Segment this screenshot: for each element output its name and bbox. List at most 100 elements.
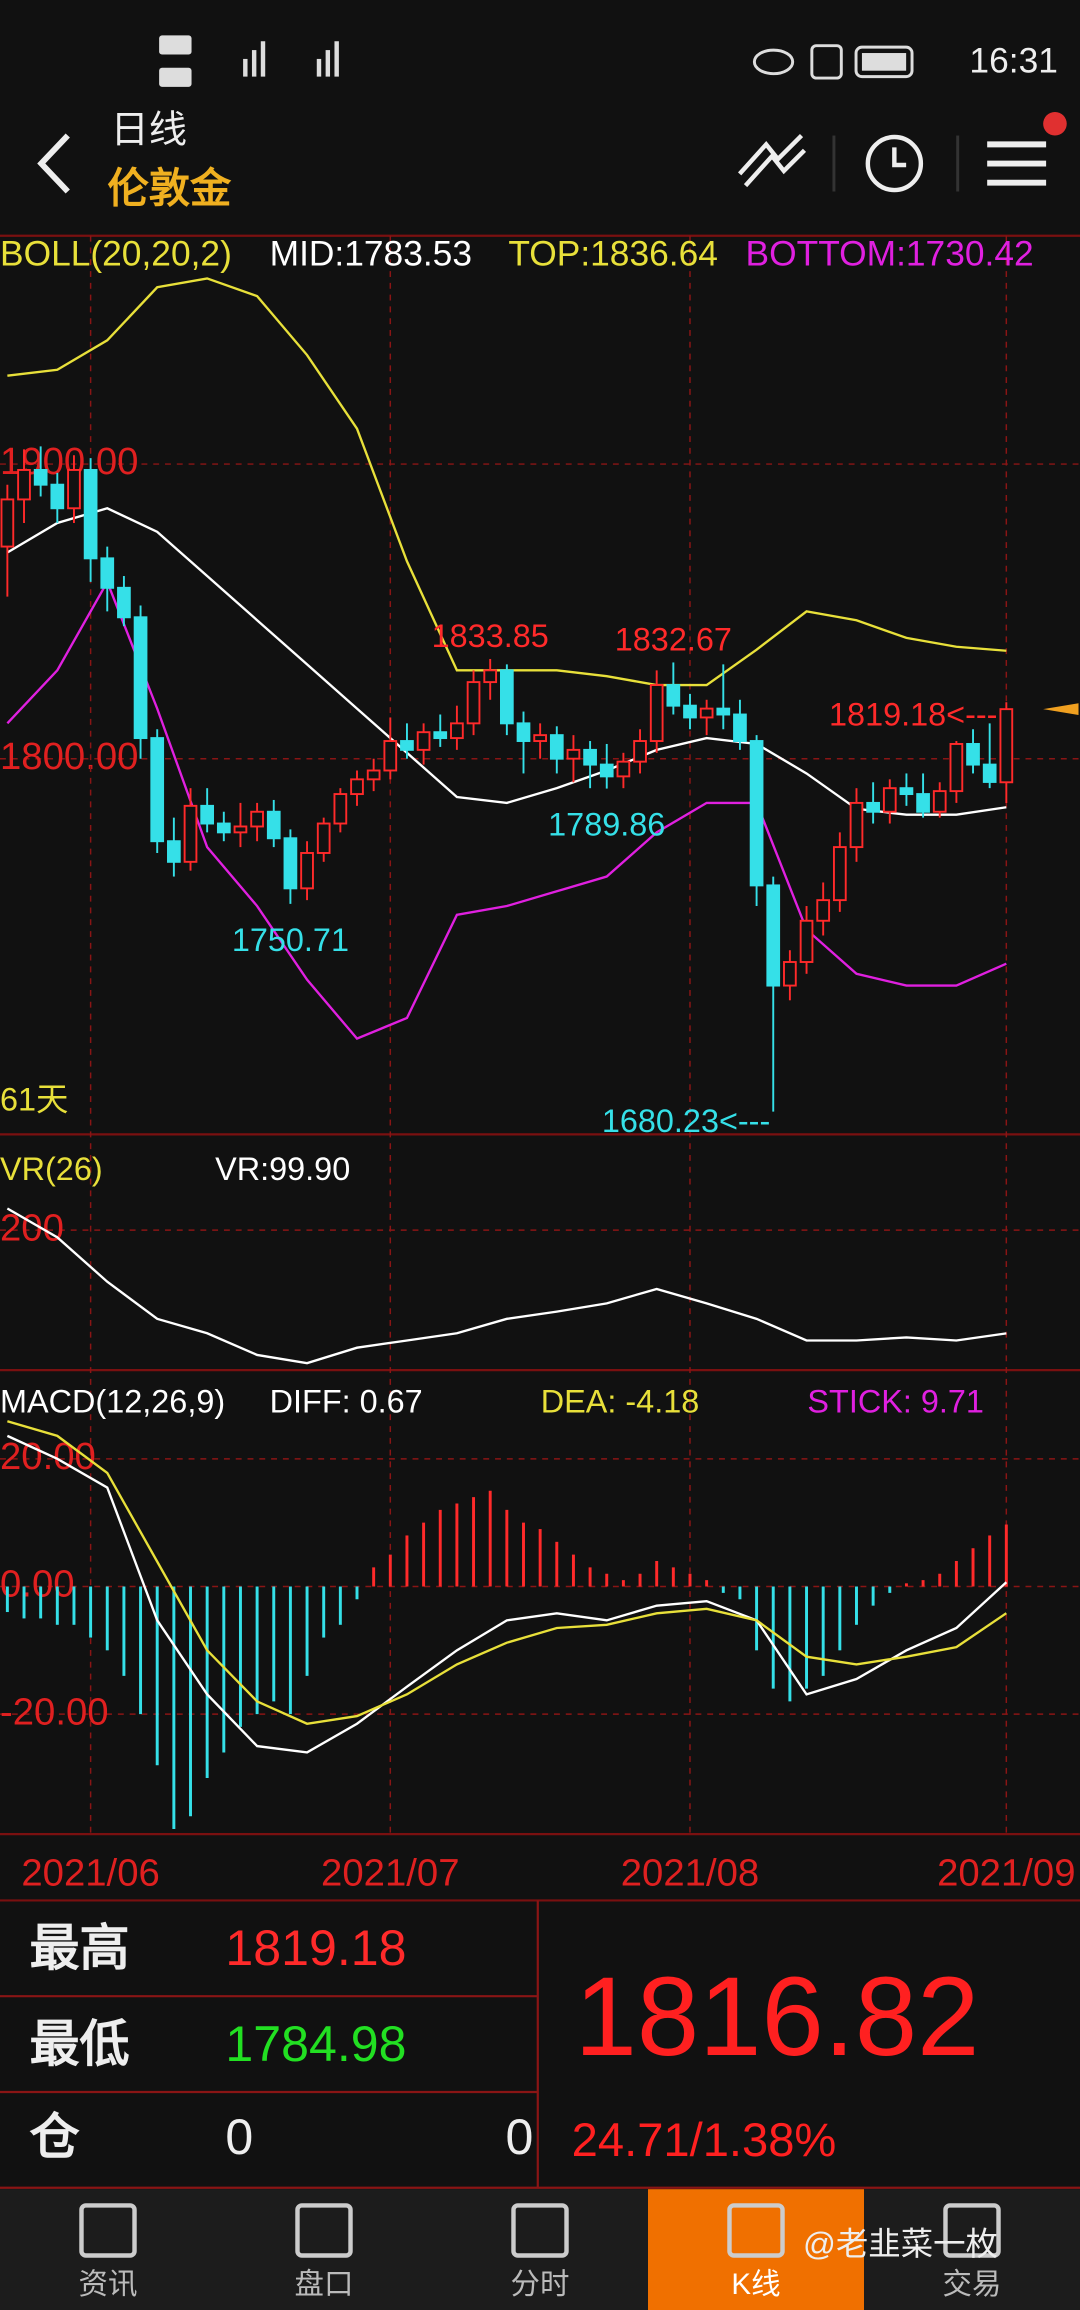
candle-body	[633, 740, 647, 763]
candle-body	[799, 919, 814, 963]
candle-body	[882, 787, 897, 813]
candle-body	[433, 731, 448, 740]
tab-bar	[0, 2189, 1080, 2310]
candle-body	[216, 822, 231, 834]
candle-body	[549, 734, 564, 760]
candle-body	[33, 468, 48, 486]
candle-body	[499, 669, 514, 725]
candle-body	[649, 684, 664, 742]
candle-body	[67, 468, 81, 510]
x-tick-label: 2021/07	[321, 1852, 459, 1895]
candle-body	[932, 790, 947, 813]
signal-bar	[334, 41, 339, 77]
draw-tool-button[interactable]	[738, 133, 807, 188]
price-annotation: 1680.23<---	[602, 1103, 770, 1139]
candle-body	[816, 899, 831, 922]
indicator-line	[6, 1434, 1008, 1754]
candle-body	[699, 707, 714, 719]
candle-body	[383, 740, 398, 772]
y-tick-label: 200	[0, 1206, 64, 1249]
tab-label[interactable]: K线	[731, 2268, 780, 2301]
candle-body	[766, 884, 781, 987]
clock: 16:31	[969, 42, 1057, 81]
price-annotation: 1833.85	[432, 618, 549, 654]
tab-label[interactable]: 资讯	[79, 2268, 138, 2301]
position-value: 0	[225, 2109, 253, 2165]
candle-body	[233, 825, 248, 834]
signal-bar	[260, 41, 266, 77]
candle-body	[266, 810, 281, 840]
back-button[interactable]	[37, 133, 70, 194]
indicator-line	[6, 579, 1007, 1041]
position-value: 0	[506, 2109, 534, 2165]
last-price-marker	[1043, 703, 1079, 716]
info-grid	[0, 1900, 1080, 2189]
panel-title: MACD(12,26,9)	[0, 1384, 225, 1420]
candle-body	[999, 708, 1014, 784]
candle-body	[133, 616, 148, 740]
candle-body	[916, 793, 930, 813]
low-label: 最低	[29, 2016, 129, 2072]
y-tick-label: 0.00	[0, 1563, 75, 1606]
legend-entry: MID:1783.53	[270, 235, 472, 274]
candle-body	[333, 793, 348, 825]
candle-body	[167, 840, 181, 863]
clock-button[interactable]	[865, 134, 924, 193]
position-label: 仓	[29, 2109, 80, 2165]
candle-body	[832, 846, 847, 902]
candle-body	[899, 787, 914, 796]
candle-body	[982, 763, 997, 783]
candle-body	[200, 804, 215, 825]
price-annotation: 1819.18<---	[829, 696, 997, 732]
signal-bar	[243, 58, 248, 77]
tab-label[interactable]: 交易	[943, 2268, 1002, 2301]
candle-body	[949, 743, 964, 793]
candle-body	[616, 760, 631, 778]
candle-body	[150, 737, 165, 843]
candle-body	[283, 837, 298, 890]
y-tick-label: -20.00	[0, 1690, 109, 1733]
period-label: 61天	[0, 1082, 68, 1118]
watermark: @老韭菜一枚	[803, 2226, 998, 2262]
tab-label[interactable]: 分时	[511, 2268, 570, 2301]
tab-icon	[727, 2203, 785, 2258]
candle-body	[716, 707, 731, 716]
candle-body	[17, 468, 31, 501]
candle-body	[250, 810, 264, 828]
candle-body	[50, 483, 65, 510]
legend-entry: DIFF: 0.67	[270, 1384, 423, 1420]
panel-borders	[0, 234, 1080, 1902]
last-price: 1816.82	[575, 1954, 980, 2079]
x-tick-label: 2021/08	[621, 1852, 759, 1895]
legend-entry: DEA: -4.18	[541, 1384, 700, 1420]
battery	[854, 45, 914, 79]
candle-body	[300, 852, 314, 890]
candle-body	[366, 769, 381, 781]
menu-button[interactable]	[987, 141, 1047, 186]
clock-hand	[892, 147, 907, 168]
candle-body	[599, 763, 614, 778]
candle-body	[866, 801, 880, 813]
candle-body	[533, 734, 547, 742]
sim-badge	[159, 67, 192, 87]
candle-body	[683, 704, 697, 719]
tabs: 资讯 盘口 分时 K线 交易	[79, 2189, 1002, 2310]
indicator-line	[6, 1207, 1007, 1365]
price-annotation: 1832.67	[615, 621, 732, 657]
candle-body	[450, 722, 464, 740]
tab-icon	[511, 2203, 569, 2258]
legend-entry: BOTTOM:1730.42	[746, 235, 1034, 274]
candle-body	[666, 684, 681, 707]
nfc-icon	[810, 44, 843, 80]
high-value: 1819.18	[225, 1920, 406, 1976]
tab-label[interactable]: 盘口	[295, 2268, 354, 2301]
eye-icon	[752, 48, 795, 76]
candle-body	[316, 822, 331, 854]
candle-body	[566, 748, 581, 760]
tab-icon	[79, 2203, 137, 2258]
candle-body	[0, 498, 15, 548]
x-tick-label: 2021/06	[21, 1852, 159, 1895]
candle-body	[183, 804, 198, 863]
signal-bar	[325, 50, 331, 77]
